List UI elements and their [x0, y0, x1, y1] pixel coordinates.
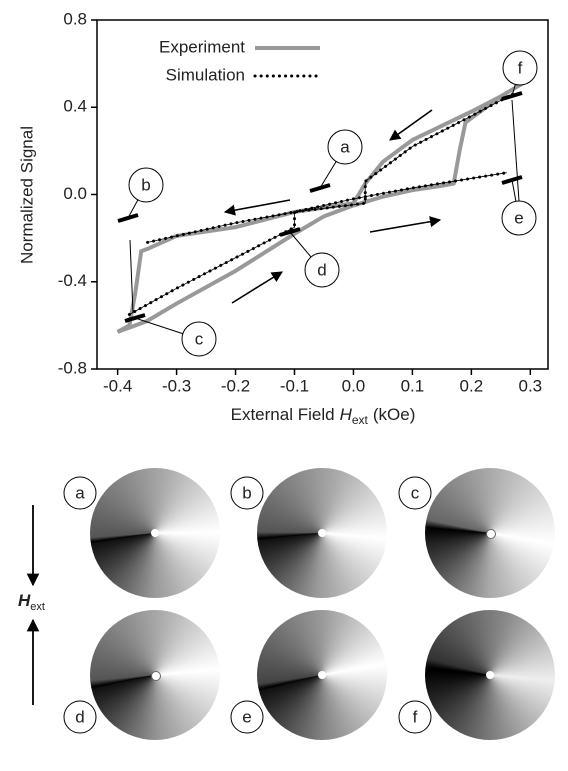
y-tick-label: -0.8: [58, 358, 87, 377]
panel-label: b: [242, 483, 251, 502]
x-tick-label: -0.1: [280, 376, 309, 395]
panel-label: a: [75, 483, 85, 502]
y-tick-label: 0.0: [63, 184, 87, 203]
x-tick-label: -0.3: [162, 376, 191, 395]
annotation-label: c: [195, 329, 204, 348]
legend-label: Experiment: [159, 37, 245, 56]
state-segment: [118, 215, 138, 221]
annotation-label: a: [340, 137, 350, 156]
y-tick-label: 0.4: [63, 97, 87, 116]
leader-line: [130, 240, 133, 313]
y-tick-label: -0.4: [58, 271, 87, 290]
panel-label: d: [75, 707, 84, 726]
legend-label: Simulation: [166, 65, 245, 84]
y-tick-label: 0.8: [63, 9, 87, 28]
x-tick-label: 0.0: [342, 376, 366, 395]
y-axis-label: Normalized Signal: [17, 126, 36, 264]
panel-label: c: [411, 483, 420, 502]
state-segment: [310, 185, 330, 191]
x-tick-label: 0.2: [460, 376, 484, 395]
annotation-label: b: [141, 175, 150, 194]
chart: Normalized Signal External FieldHext(kOe…: [0, 0, 568, 771]
x-tick-label: -0.4: [103, 376, 132, 395]
annotation-label: d: [317, 260, 326, 279]
x-tick-label: 0.1: [401, 376, 425, 395]
panel-label: f: [413, 707, 418, 726]
panel-label: e: [242, 707, 251, 726]
annotation-label: f: [518, 58, 523, 77]
x-tick-label: 0.3: [518, 376, 542, 395]
x-tick-label: -0.2: [221, 376, 250, 395]
annotation-label: e: [514, 208, 523, 227]
field-label: Hext: [18, 591, 45, 612]
figure: Normalized Signal External FieldHext(kOe…: [0, 0, 568, 771]
